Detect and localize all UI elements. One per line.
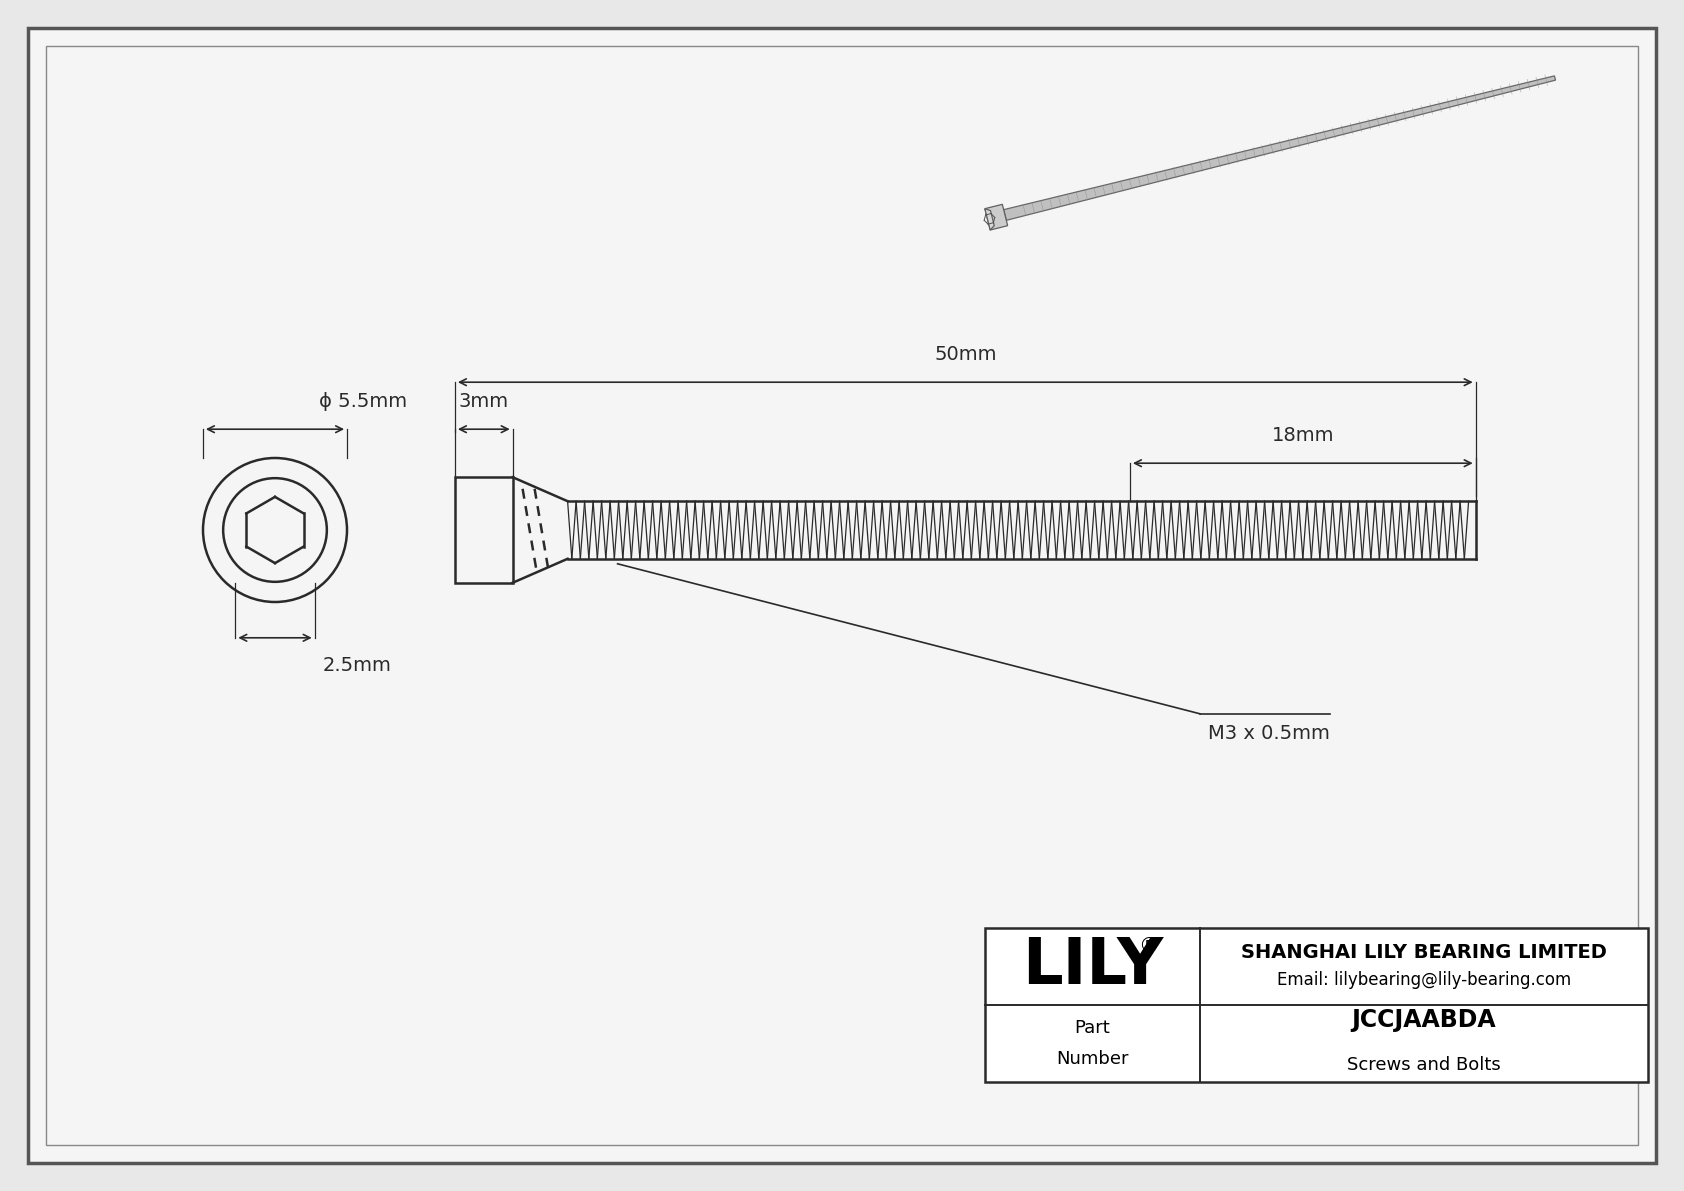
Polygon shape	[985, 208, 994, 230]
Text: M3 x 0.5mm: M3 x 0.5mm	[1207, 724, 1330, 743]
Text: Email: lilybearing@lily-bearing.com: Email: lilybearing@lily-bearing.com	[1276, 972, 1571, 990]
Text: 50mm: 50mm	[935, 345, 997, 364]
Text: 2.5mm: 2.5mm	[323, 656, 391, 675]
Bar	[455, 478, 512, 582]
Circle shape	[224, 478, 327, 582]
Text: Screws and Bolts: Screws and Bolts	[1347, 1056, 1500, 1074]
Text: JCCJAABDA: JCCJAABDA	[1352, 1008, 1497, 1033]
Text: 18mm: 18mm	[1271, 426, 1334, 445]
Polygon shape	[985, 205, 1007, 230]
Bar	[985, 928, 1649, 1081]
Text: ϕ 5.5mm: ϕ 5.5mm	[318, 392, 408, 411]
Text: 3mm: 3mm	[458, 392, 509, 411]
Circle shape	[204, 459, 347, 601]
Text: ®: ®	[1138, 936, 1159, 956]
Text: Number: Number	[1056, 1050, 1128, 1068]
Text: Part: Part	[1074, 1019, 1110, 1037]
Polygon shape	[1004, 76, 1556, 220]
Text: LILY: LILY	[1022, 935, 1164, 997]
Text: SHANGHAI LILY BEARING LIMITED: SHANGHAI LILY BEARING LIMITED	[1241, 943, 1607, 962]
